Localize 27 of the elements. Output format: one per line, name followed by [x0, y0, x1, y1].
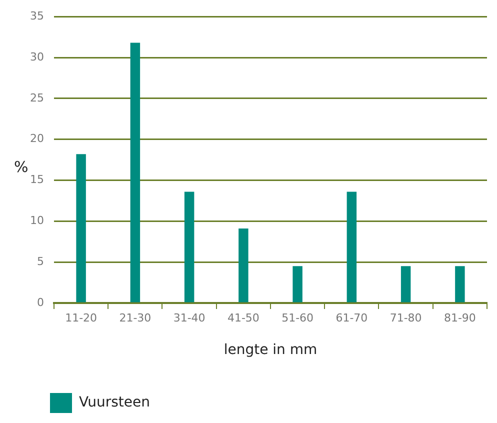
x-tick-label: 41-50: [227, 311, 260, 324]
x-tick-label: 61-70: [336, 311, 368, 324]
bar: [400, 266, 411, 302]
x-tick-label: 51-60: [282, 311, 314, 324]
y-tick-label: 10: [30, 214, 44, 228]
y-tick-label: 35: [30, 9, 44, 22]
bar: [238, 228, 248, 302]
bar: [346, 192, 357, 302]
x-tick-label: 21-30: [119, 311, 152, 324]
y-tick-label: 15: [30, 173, 44, 186]
x-tick-label: 11-20: [65, 311, 98, 324]
y-tick-label: 20: [30, 132, 44, 146]
y-tick-label: 5: [36, 254, 44, 268]
y-tick-label: 25: [30, 91, 44, 104]
x-tick-label: 81-90: [444, 311, 476, 324]
x-tick-label: 71-80: [390, 311, 422, 324]
x-axis-title: lengte in mm: [224, 342, 318, 358]
bar: [76, 154, 86, 302]
bar: [292, 266, 302, 302]
y-tick-label: 30: [30, 50, 44, 64]
x-tick-label: 31-40: [173, 311, 206, 324]
bar: [184, 192, 194, 302]
y-axis-title: %: [14, 158, 28, 176]
y-tick-label: 0: [36, 296, 44, 309]
legend-label: Vuursteen: [79, 394, 150, 411]
bar: [130, 42, 140, 302]
bar: [455, 266, 465, 302]
